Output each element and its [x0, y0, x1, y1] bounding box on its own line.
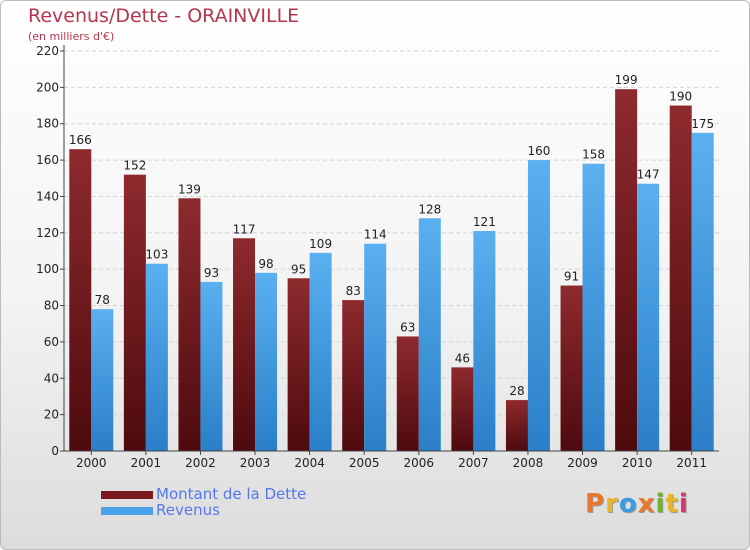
value-label-revenue: 109 [309, 237, 332, 251]
bar-debt [123, 174, 146, 452]
value-label-debt: 28 [509, 384, 524, 398]
value-label-revenue: 147 [637, 168, 660, 182]
x-tick-label: 2005 [349, 456, 380, 470]
value-label-debt: 199 [615, 73, 638, 87]
bar-debt [69, 149, 92, 451]
logo-letter: o [618, 489, 638, 519]
y-tick-label: 0 [51, 444, 59, 458]
value-label-debt: 166 [69, 133, 92, 147]
value-label-debt: 117 [233, 222, 256, 236]
bar-revenue [418, 218, 441, 451]
bar-revenue [473, 231, 496, 451]
x-tick-label: 2007 [458, 456, 489, 470]
x-tick-label: 2000 [76, 456, 107, 470]
bar-revenue [255, 272, 278, 451]
legend-label-revenue: Revenus [156, 501, 220, 519]
value-label-debt: 91 [564, 270, 579, 284]
value-label-debt: 63 [400, 320, 415, 334]
proxiti-logo: Proxiti [585, 489, 689, 519]
bar-debt [615, 89, 638, 451]
logo-letter: P [585, 489, 606, 519]
legend-swatch-debt [101, 491, 153, 499]
y-tick-label: 60 [44, 335, 59, 349]
x-tick-label: 2010 [622, 456, 653, 470]
logo-letter: i [655, 489, 666, 519]
value-label-revenue: 160 [528, 144, 551, 158]
bar-debt [396, 336, 419, 451]
value-label-revenue: 103 [145, 248, 168, 262]
value-label-debt: 95 [291, 262, 306, 276]
bar-debt [342, 300, 365, 451]
bar-revenue [582, 163, 605, 451]
chart-subtitle: (en milliers d'€) [28, 30, 115, 43]
bar-debt [560, 285, 583, 451]
x-tick-label: 2004 [294, 456, 325, 470]
bar-revenue [309, 252, 332, 451]
value-label-revenue: 114 [364, 228, 387, 242]
x-tick-label: 2001 [131, 456, 162, 470]
bar-debt [178, 198, 201, 451]
value-label-revenue: 78 [95, 293, 110, 307]
y-tick-label: 120 [36, 226, 59, 240]
value-label-debt: 46 [455, 351, 470, 365]
bar-revenue [691, 132, 714, 451]
logo-letter: r [605, 489, 619, 519]
y-tick-label: 180 [36, 117, 59, 131]
y-tick-label: 80 [44, 299, 59, 313]
bar-revenue [145, 263, 168, 451]
bar-revenue [91, 309, 114, 451]
x-tick-label: 2002 [185, 456, 216, 470]
value-label-revenue: 128 [418, 202, 441, 216]
value-label-revenue: 121 [473, 215, 496, 229]
value-label-debt: 190 [669, 90, 692, 104]
bar-revenue [364, 243, 387, 451]
x-tick-label: 2009 [567, 456, 598, 470]
legend-label-debt: Montant de la Dette [156, 485, 307, 503]
bar-debt [669, 105, 692, 451]
x-tick-label: 2003 [240, 456, 271, 470]
y-tick-label: 100 [36, 262, 59, 276]
bar-revenue [527, 160, 550, 451]
logo-letter: i [678, 489, 689, 519]
chart-title: Revenus/Dette - ORAINVILLE [28, 5, 300, 27]
y-tick-label: 40 [44, 371, 59, 385]
y-tick-label: 20 [44, 408, 59, 422]
y-tick-label: 160 [36, 153, 59, 167]
y-tick-label: 220 [36, 44, 59, 58]
bar-debt [233, 238, 256, 451]
y-tick-label: 140 [36, 189, 59, 203]
value-label-revenue: 98 [258, 257, 273, 271]
bar-debt [505, 400, 528, 451]
logo-letter: x [637, 489, 656, 519]
bar-debt [287, 278, 310, 451]
value-label-revenue: 158 [582, 148, 605, 162]
x-tick-label: 2008 [513, 456, 544, 470]
x-tick-label: 2011 [676, 456, 707, 470]
y-tick-label: 200 [36, 80, 59, 94]
legend-swatch-revenue [101, 507, 153, 515]
x-tick-label: 2006 [404, 456, 435, 470]
bar-revenue [200, 281, 223, 451]
value-label-debt: 152 [123, 159, 146, 173]
bar-debt [451, 367, 474, 451]
value-label-revenue: 175 [691, 117, 714, 131]
value-label-debt: 139 [178, 182, 201, 196]
value-label-revenue: 93 [204, 266, 219, 280]
value-label-debt: 83 [346, 284, 361, 298]
logo-letter: t [665, 489, 679, 519]
bar-revenue [637, 183, 660, 451]
